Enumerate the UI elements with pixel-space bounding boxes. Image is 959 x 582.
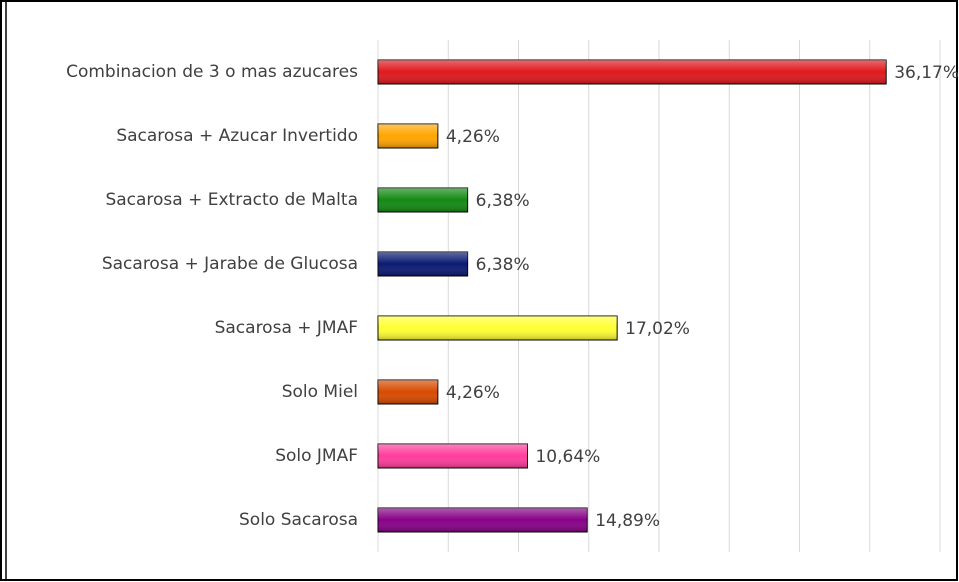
y-tick-label: Solo JMAF <box>275 446 358 466</box>
value-label: 6,38% <box>476 255 530 275</box>
y-tick-label: Solo Miel <box>282 382 358 402</box>
value-label: 6,38% <box>476 191 530 211</box>
bar-shine <box>378 508 588 532</box>
y-tick-label: Sacarosa + Jarabe de Glucosa <box>102 254 358 274</box>
bar-shine <box>378 380 438 404</box>
bar-shine <box>378 60 887 84</box>
value-label: 4,26% <box>446 127 500 147</box>
value-label: 14,89% <box>595 511 660 531</box>
value-label: 10,64% <box>535 447 600 467</box>
y-tick-label: Sacarosa + Extracto de Malta <box>105 190 358 210</box>
y-tick-label: Combinacion de 3 o mas azucares <box>66 62 358 82</box>
bar-shine <box>378 444 528 468</box>
y-tick-label: Sacarosa + Azucar Invertido <box>116 126 358 146</box>
bar-shine <box>378 252 468 276</box>
y-tick-label: Sacarosa + JMAF <box>215 318 358 338</box>
y-tick-label: Solo Sacarosa <box>239 510 358 530</box>
bar-shine <box>378 124 438 148</box>
value-label: 17,02% <box>625 319 690 339</box>
value-label: 4,26% <box>446 383 500 403</box>
bar-shine <box>378 316 618 340</box>
bar-shine <box>378 188 468 212</box>
value-label: 36,17% <box>894 63 959 83</box>
